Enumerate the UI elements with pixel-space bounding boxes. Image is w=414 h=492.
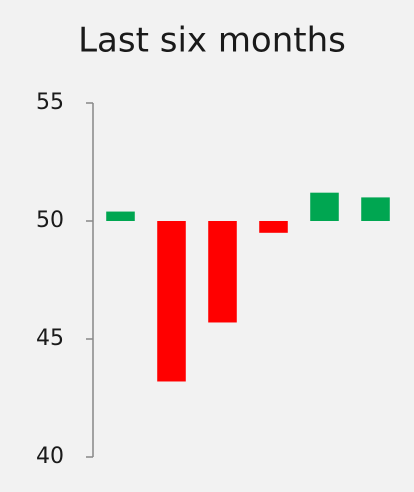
bar bbox=[310, 192, 339, 221]
chart-title: Last six months bbox=[78, 21, 346, 61]
bar bbox=[208, 221, 237, 323]
y-tick-label: 55 bbox=[36, 90, 64, 115]
bar bbox=[106, 211, 135, 221]
y-tick-label: 40 bbox=[36, 444, 64, 469]
bar bbox=[259, 221, 288, 233]
bar bbox=[361, 197, 390, 221]
y-tick-label: 50 bbox=[36, 208, 64, 233]
y-tick-label: 45 bbox=[36, 326, 64, 351]
bar bbox=[157, 221, 186, 382]
